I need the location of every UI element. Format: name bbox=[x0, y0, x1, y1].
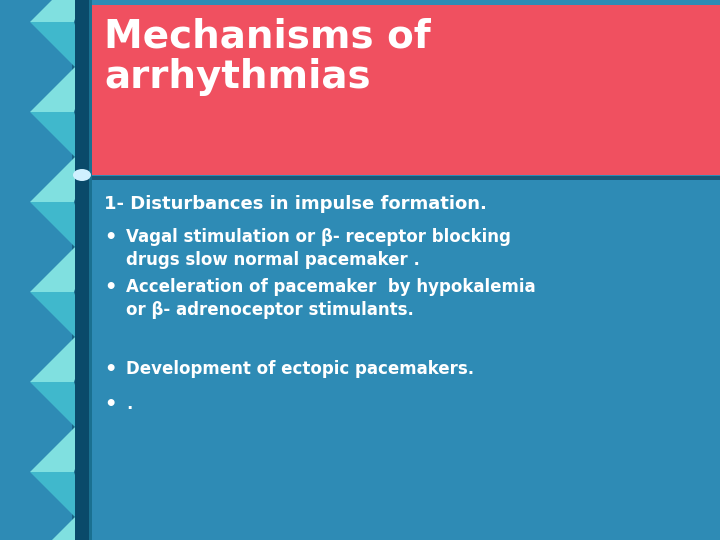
Text: •: • bbox=[104, 228, 117, 247]
Bar bbox=[75, 0, 89, 540]
Polygon shape bbox=[30, 67, 89, 112]
Polygon shape bbox=[30, 112, 89, 157]
Bar bbox=[75, 0, 89, 540]
Bar bbox=[92, 176, 720, 180]
Polygon shape bbox=[30, 247, 89, 292]
Polygon shape bbox=[30, 0, 89, 22]
FancyBboxPatch shape bbox=[92, 5, 720, 175]
Text: •: • bbox=[104, 395, 117, 414]
Text: Vagal stimulation or β- receptor blocking
drugs slow normal pacemaker .: Vagal stimulation or β- receptor blockin… bbox=[126, 228, 511, 269]
Polygon shape bbox=[30, 337, 89, 382]
Ellipse shape bbox=[73, 169, 91, 181]
Polygon shape bbox=[30, 157, 89, 202]
Polygon shape bbox=[30, 517, 89, 540]
Text: Development of ectopic pacemakers.: Development of ectopic pacemakers. bbox=[126, 360, 474, 378]
Polygon shape bbox=[30, 22, 89, 67]
Polygon shape bbox=[30, 202, 89, 247]
Text: •: • bbox=[104, 360, 117, 379]
Bar bbox=[89, 0, 92, 540]
Bar bbox=[72, 0, 75, 540]
Text: arrhythmias: arrhythmias bbox=[104, 58, 371, 96]
Text: •: • bbox=[104, 278, 117, 297]
Text: Acceleration of pacemaker  by hypokalemia
or β- adrenoceptor stimulants.: Acceleration of pacemaker by hypokalemia… bbox=[126, 278, 536, 319]
Polygon shape bbox=[30, 292, 89, 337]
Polygon shape bbox=[30, 382, 89, 427]
Text: .: . bbox=[126, 395, 132, 413]
Polygon shape bbox=[30, 427, 89, 472]
Polygon shape bbox=[30, 472, 89, 517]
Text: Mechanisms of: Mechanisms of bbox=[104, 17, 431, 55]
Text: 1- Disturbances in impulse formation.: 1- Disturbances in impulse formation. bbox=[104, 195, 487, 213]
